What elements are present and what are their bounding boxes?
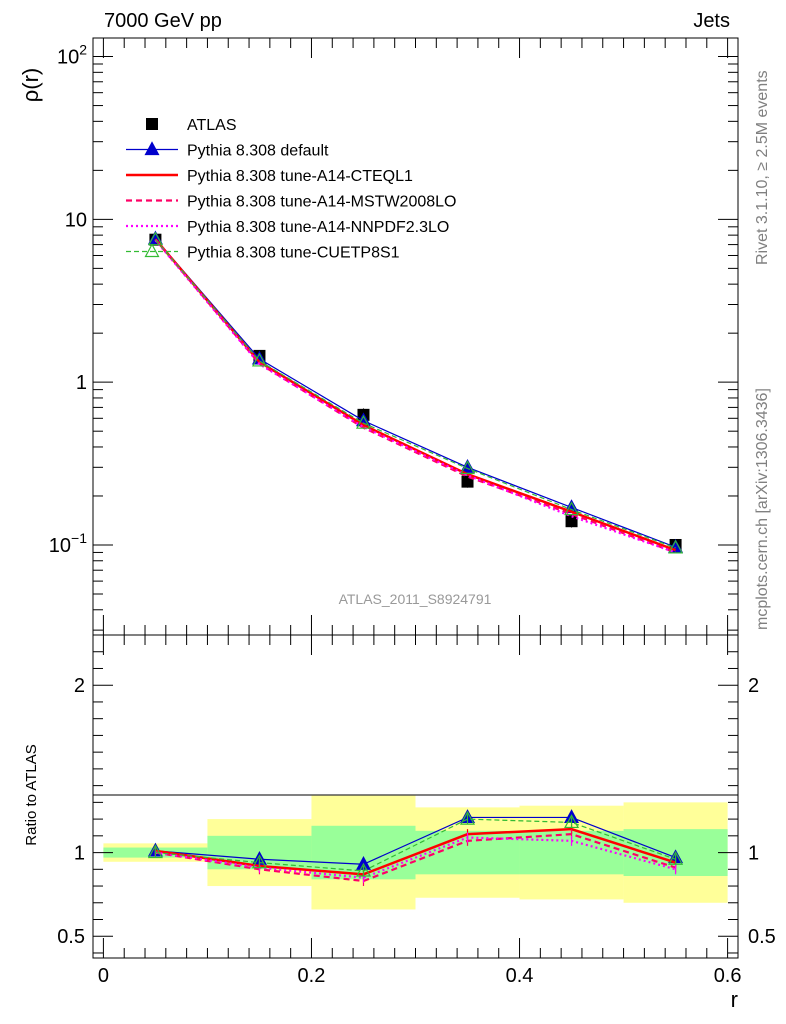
tick-exponent: −1 [71,530,87,546]
ratio-line [155,818,676,872]
beam-label: 7000 GeV pp [104,10,222,32]
legend-marker [144,141,160,156]
series-line [154,239,676,549]
rivet-label: Rivet 3.1.10, ≥ 2.5M events [754,70,771,265]
series-marker [147,231,163,246]
mcplots-label: mcplots.cern.ch [arXiv:1306.3436] [754,388,771,630]
series-pythia-4 [154,239,676,554]
series-pythia-5 [147,231,684,554]
legend-label: ATLAS [187,117,237,134]
analysis-id: ATLAS_2011_S8924791 [339,591,492,607]
series-line [154,238,676,554]
ratio-y-tick-label-right: 2 [748,675,759,697]
x-tick-label: 0.4 [506,965,534,987]
ratio-y-axis-label: Ratio to ATLAS [23,744,40,845]
main-y-tick-label: 10 [65,209,87,231]
ratio-line [155,833,676,883]
x-tick-label: 0.2 [298,965,326,987]
series-pythia-3 [154,238,676,554]
series-line [154,239,676,554]
series-pythia-1 [147,230,684,553]
series-pythia-2 [154,238,677,552]
ratio-series-group [147,809,684,887]
main-y-tick-label: 102 [57,42,87,69]
ratio-panel: 0.5 0.5 1 1 2 2 0 0.2 0.4 0.6 Ratio to ATLAS r [23,634,776,1012]
legend-entry: Pythia 8.308 default [126,141,329,160]
series-marker [460,460,476,475]
ratio-line [155,827,676,876]
series-marker [251,352,267,367]
ratio-line [155,816,676,865]
legend: ATLAS Pythia 8.308 default Pythia 8.308 tu… [126,117,456,262]
main-y-tick-label: 10−1 [49,530,87,557]
legend-label: Pythia 8.308 tune-A14-CTEQL1 [187,168,413,185]
ratio-marker [564,814,580,829]
series-atlas [149,233,682,551]
main-series-group [147,230,684,554]
ratio-y-tick-label-right: 1 [748,843,759,865]
tick-base: 10 [49,535,71,557]
x-tick-label: 0 [98,965,109,987]
series-line [154,238,676,548]
ratio-marker [460,810,476,825]
main-y-axis-label: ρ(r) [18,68,43,103]
series-marker [564,501,580,516]
main-y-tick-label: 1 [76,372,87,394]
ratio-series-5 [147,810,684,877]
tick-exponent: 2 [79,42,87,58]
ratio-y-tick-label-right: 0.5 [748,926,776,948]
legend-entry: ATLAS [146,117,237,134]
legend-label: Pythia 8.308 tune-A14-MSTW2008LO [187,194,456,211]
ratio-uncertainty-bands [103,795,728,910]
ratio-line [155,836,676,879]
legend-entry: Pythia 8.308 tune-A14-CTEQL1 [126,168,413,185]
ratio-marker [147,844,163,859]
x-axis-label: r [731,987,738,1012]
ratio-marker [355,862,371,877]
series-marker [668,539,684,554]
ratio-y-tick-label-left: 0.5 [57,926,85,948]
ratio-y-tick-label-left: 2 [74,675,85,697]
ratio-y-tick-label-left: 1 [74,843,85,865]
legend-marker [144,243,160,258]
legend-label: Pythia 8.308 tune-CUETP8S1 [187,245,400,262]
x-tick-label: 0.6 [714,965,742,987]
legend-entry: Pythia 8.308 tune-A14-NNPDF2.3LO [126,219,449,236]
tick-base: 10 [57,47,79,69]
process-label: Jets [693,10,730,32]
legend-atlas-marker [146,118,158,130]
ratio-marker [668,850,684,865]
atlas-data-point [565,515,578,528]
ratio-ticks: 0.5 0.5 1 1 2 2 0 0.2 0.4 0.6 [57,635,776,987]
legend-label: Pythia 8.308 default [187,143,329,160]
legend-entry: Pythia 8.308 tune-CUETP8S1 [126,243,400,262]
series-line [154,238,677,552]
series-marker [355,414,371,429]
legend-label: Pythia 8.308 tune-A14-NNPDF2.3LO [187,219,449,236]
ratio-marker [251,854,267,869]
ratio-frame [92,634,739,959]
legend-entry: Pythia 8.308 tune-A14-MSTW2008LO [126,194,456,211]
